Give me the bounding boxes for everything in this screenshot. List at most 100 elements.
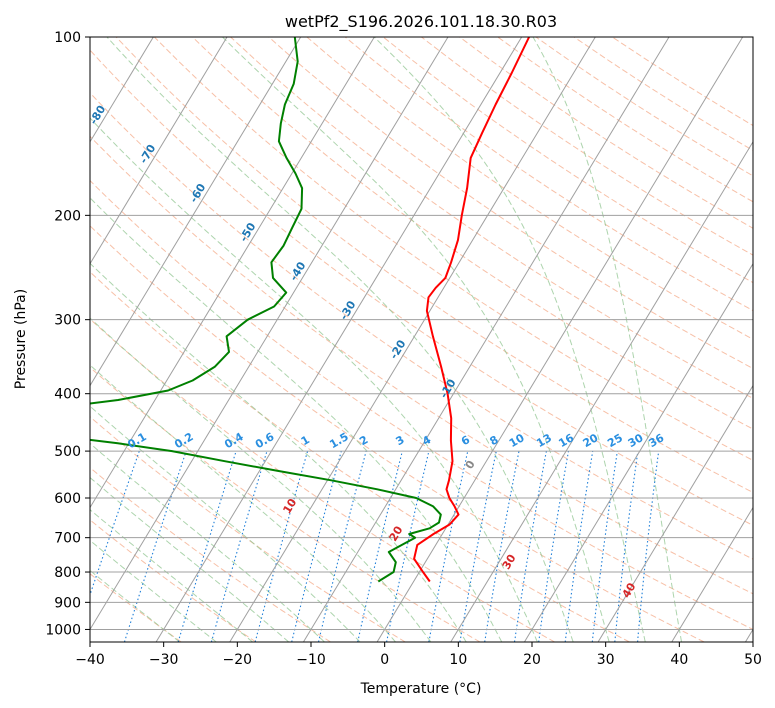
- chart-title: wetPf2_S196.2026.101.18.30.R03: [285, 12, 557, 32]
- dry-adiabat-line: [90, 225, 705, 642]
- x-tick-label: −10: [296, 652, 326, 668]
- isotherm-line: [0, 37, 6, 642]
- dry-adiabat-line: [268, 37, 753, 370]
- dry-adiabat-line: [230, 37, 753, 399]
- isotherm-line: [229, 37, 596, 642]
- y-tick-label: 900: [54, 595, 81, 611]
- isotherm-line: [450, 140, 753, 642]
- mixing-ratio-label: 6: [459, 433, 472, 448]
- y-tick-label: 200: [54, 208, 81, 224]
- moist-adiabat-line: [90, 476, 290, 642]
- mixing-ratio-label: 16: [556, 431, 576, 450]
- mixing-ratio-label: 36: [647, 431, 667, 450]
- y-tick-label: 700: [54, 531, 81, 547]
- dry-adiabat-line: [90, 318, 555, 642]
- mixing-ratio-line: [591, 451, 618, 642]
- mixing-ratio-label: 25: [605, 431, 625, 450]
- y-tick-label: 400: [54, 387, 81, 403]
- y-tick-label: 500: [54, 444, 81, 460]
- mixing-ratio-label: 0.2: [172, 430, 195, 451]
- dry-adiabat-line: [90, 416, 406, 642]
- profile-lines: [90, 37, 531, 583]
- moist-adiabat-line: [90, 364, 396, 642]
- dry-adiabat-line: [90, 519, 257, 642]
- moist-adiabat-line: [90, 117, 538, 642]
- isotherm-label: -60: [187, 181, 209, 205]
- mixing-ratio-label: 2: [357, 433, 370, 448]
- moist-adiabat-line: [90, 317, 432, 642]
- dry-adiabat-line: [90, 366, 481, 642]
- y-tick-label: 600: [54, 491, 81, 507]
- plot-frame: [89, 36, 754, 643]
- line-annotations: -100-90-80-70-60-50-40-30-20-10010203040…: [0, 21, 667, 601]
- dry-adiabat-line: [344, 37, 753, 312]
- dry-adiabat-line: [90, 49, 753, 526]
- isotherm-line: [376, 37, 744, 642]
- x-tick-label: 40: [670, 652, 688, 668]
- x-tick-label: 50: [744, 652, 762, 668]
- moist-adiabat-line: [222, 37, 610, 642]
- dry-adiabat-line: [115, 37, 753, 494]
- moist-adiabat-line: [90, 262, 467, 642]
- dry-adiabat-line: [421, 37, 753, 256]
- y-tick-label: 300: [54, 313, 81, 329]
- isotherm-line: [155, 37, 523, 642]
- moist-adiabat-line: [532, 37, 683, 642]
- isotherm-line: [671, 506, 753, 642]
- x-axis-title: Temperature (°C): [360, 681, 482, 697]
- x-tick-label: −40: [75, 652, 105, 668]
- mixing-ratio-line: [459, 450, 497, 642]
- x-axis: −40 −30 −20 −10 0 10 20 30 40 50: [75, 642, 762, 668]
- mixing-ratio-line: [637, 451, 660, 642]
- mixing-ratio-line: [386, 450, 430, 642]
- pressure-grid: [90, 37, 753, 630]
- x-tick-label: 0: [380, 652, 389, 668]
- y-axis: 100 200 300 400 500 600 700 800 900 1000: [45, 30, 90, 638]
- dry-adiabat-line: [90, 92, 753, 560]
- mixing-ratio-line: [538, 451, 570, 642]
- mixing-ratio-line: [564, 451, 594, 642]
- isotherm-line: [90, 37, 302, 387]
- mixing-ratio-label: 3: [393, 433, 406, 448]
- isotherm-label: -30: [337, 298, 359, 322]
- mixing-ratio-line: [210, 450, 268, 642]
- y-tick-label: 800: [54, 565, 81, 581]
- isotherm-label: -40: [287, 259, 309, 283]
- background-lines: [0, 37, 753, 642]
- isotherm-label: -50: [237, 220, 259, 244]
- dry-adiabat-line: [153, 37, 753, 461]
- mixing-ratio-line: [254, 450, 309, 642]
- isotherm-line: [523, 262, 753, 642]
- isotherm-label: -70: [137, 142, 159, 166]
- x-tick-label: −20: [223, 652, 253, 668]
- isotherm-line: [90, 37, 228, 265]
- moist-adiabat-line: [90, 405, 361, 642]
- moist-adiabat-line: [90, 509, 253, 642]
- mixing-ratio-label: 1: [299, 433, 312, 448]
- moist-adiabat-line: [90, 539, 217, 642]
- dry-adiabat-line: [90, 135, 753, 595]
- dry-adiabat-line: [573, 37, 753, 151]
- isotherm-line: [90, 37, 154, 143]
- dry-adiabat-line: [459, 37, 753, 229]
- mixing-ratio-line: [317, 450, 367, 642]
- dry-adiabat-line: [90, 467, 331, 642]
- moist-adiabat-line: [373, 37, 646, 642]
- isotherm-label: -100: [0, 21, 10, 52]
- temperature-profile-line: [413, 37, 531, 583]
- isotherm-line: [744, 628, 753, 642]
- dry-adiabat-line: [192, 37, 753, 430]
- y-tick-label: 1000: [45, 622, 81, 638]
- dry-adiabat-label: 20: [387, 524, 406, 544]
- mixing-ratio-line: [614, 451, 639, 642]
- dry-adiabat-line: [535, 37, 753, 177]
- y-tick-label: 100: [54, 30, 81, 46]
- mixing-ratio-line: [291, 450, 342, 642]
- mixing-ratio-label: 13: [534, 431, 554, 450]
- dry-adiabat-label: 10: [280, 496, 299, 516]
- dry-adiabat-label: 30: [500, 552, 519, 572]
- x-tick-label: −30: [149, 652, 179, 668]
- x-tick-label: 20: [523, 652, 541, 668]
- x-tick-label: 30: [597, 652, 615, 668]
